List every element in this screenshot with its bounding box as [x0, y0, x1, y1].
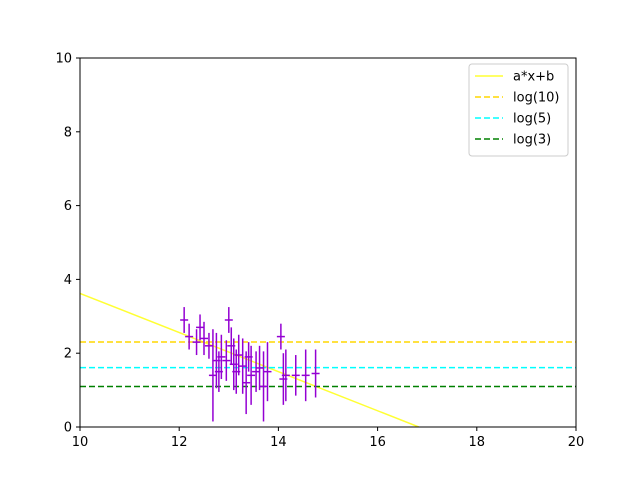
- y-axis: 0 2 4 6 8 10: [55, 52, 80, 436]
- data-point: [217, 334, 226, 380]
- y-tick-label: 6: [64, 199, 72, 214]
- data-point: [192, 329, 201, 356]
- y-tick-label: 10: [55, 52, 72, 67]
- data-point: [263, 342, 272, 402]
- x-tick-label: 16: [369, 435, 386, 450]
- legend: a*x+b log(10) log(5) log(3): [468, 63, 569, 157]
- data-point: [276, 323, 285, 350]
- data-point: [180, 307, 189, 333]
- x-tick-label: 20: [568, 435, 585, 450]
- data-point: [196, 314, 205, 341]
- data-point: [200, 321, 208, 356]
- data-point: [242, 351, 251, 415]
- data-point: [281, 349, 290, 402]
- x-tick-label: 10: [72, 435, 89, 450]
- data-point: [301, 349, 310, 402]
- data-point: [185, 323, 194, 350]
- legend-label: a*x+b: [513, 70, 554, 85]
- legend-label: log(5): [513, 112, 551, 127]
- data-point: [234, 334, 243, 376]
- data-point: [224, 307, 233, 333]
- data-point: [252, 351, 261, 392]
- legend-label: log(3): [513, 133, 551, 148]
- data-point: [291, 355, 300, 396]
- legend-box: [468, 63, 569, 157]
- data-point: [204, 332, 213, 359]
- x-tick-label: 12: [171, 435, 188, 450]
- x-tick-label: 18: [469, 435, 486, 450]
- data-point: [238, 338, 247, 394]
- y-tick-label: 8: [64, 125, 72, 140]
- data-point: [247, 345, 256, 405]
- legend-label: log(10): [513, 91, 560, 106]
- x-tick-label: 14: [270, 435, 287, 450]
- x-axis: 10 12 14 16 18 20: [72, 427, 585, 450]
- data-point: [259, 351, 268, 422]
- y-tick-label: 4: [64, 273, 72, 288]
- axes-frame: [79, 57, 577, 428]
- data-point: [208, 329, 217, 422]
- plot-area: [80, 292, 576, 427]
- data-point: [255, 345, 264, 391]
- data-point: [311, 349, 320, 398]
- data-point: [222, 340, 231, 381]
- y-tick-label: 0: [64, 421, 72, 436]
- y-tick-label: 2: [64, 347, 72, 362]
